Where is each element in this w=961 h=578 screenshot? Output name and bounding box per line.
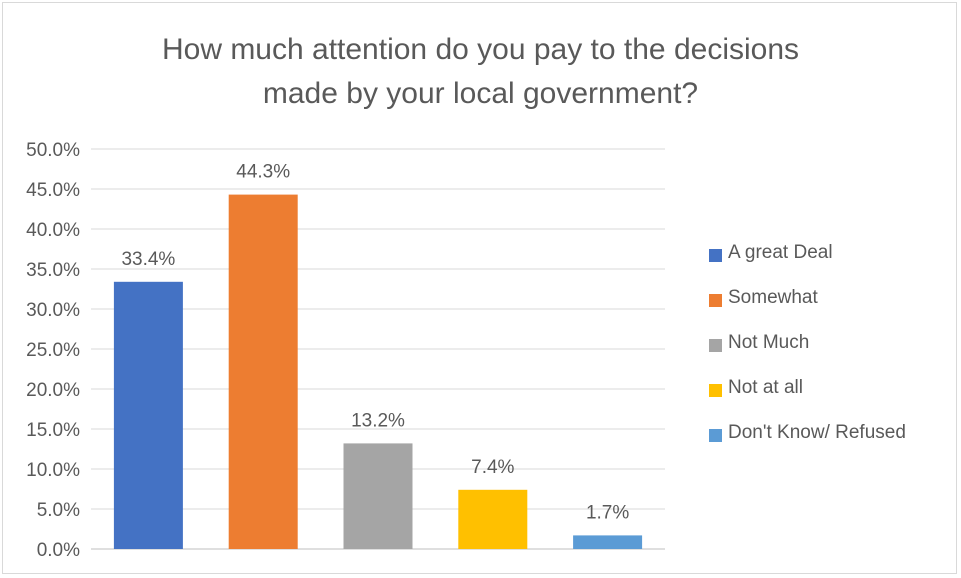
legend-item-a-great-deal: A great Deal: [709, 242, 906, 287]
legend-swatch: [709, 384, 722, 397]
y-tick-label: 35.0%: [26, 260, 80, 281]
y-tick-label: 40.0%: [26, 220, 80, 241]
data-label: 44.3%: [236, 162, 290, 183]
legend-label: Not Much: [728, 332, 810, 353]
y-tick-label: 45.0%: [26, 180, 80, 201]
chart-legend: A great Deal Somewhat Not Much Not at al…: [709, 242, 906, 467]
y-tick-label: 10.0%: [26, 460, 80, 481]
legend-label: Not at all: [728, 377, 803, 398]
chart-title: How much attention do you pay to the dec…: [0, 28, 961, 116]
legend-swatch: [709, 294, 722, 307]
legend-label: A great Deal: [728, 242, 833, 263]
legend-item-dont-know-refused: Don't Know/ Refused: [709, 422, 906, 467]
bar: [113, 281, 183, 549]
bar: [343, 443, 413, 549]
chart-title-line-1: How much attention do you pay to the dec…: [161, 33, 800, 66]
y-tick-label: 25.0%: [26, 340, 80, 361]
y-tick-label: 30.0%: [26, 300, 80, 321]
legend-swatch: [709, 339, 722, 352]
y-tick-label: 5.0%: [37, 500, 80, 521]
y-tick-label: 0.0%: [37, 540, 80, 561]
y-tick-label: 50.0%: [26, 140, 80, 161]
legend-label: Don't Know/ Refused: [728, 422, 906, 443]
legend-item-not-at-all: Not at all: [709, 377, 906, 422]
y-tick-label: 15.0%: [26, 420, 80, 441]
y-tick-label: 20.0%: [26, 380, 80, 401]
bar: [228, 194, 298, 549]
chart-title-line-2: made by your local government?: [262, 77, 699, 110]
data-label: 7.4%: [471, 457, 514, 478]
data-label: 13.2%: [351, 410, 405, 431]
data-label: 33.4%: [121, 249, 175, 270]
data-label: 1.7%: [586, 502, 629, 523]
bar: [458, 489, 528, 549]
legend-swatch: [709, 429, 722, 442]
legend-item-not-much: Not Much: [709, 332, 906, 377]
legend-swatch: [709, 249, 722, 262]
legend-label: Somewhat: [728, 287, 818, 308]
legend-item-somewhat: Somewhat: [709, 287, 906, 332]
bar: [573, 535, 643, 549]
